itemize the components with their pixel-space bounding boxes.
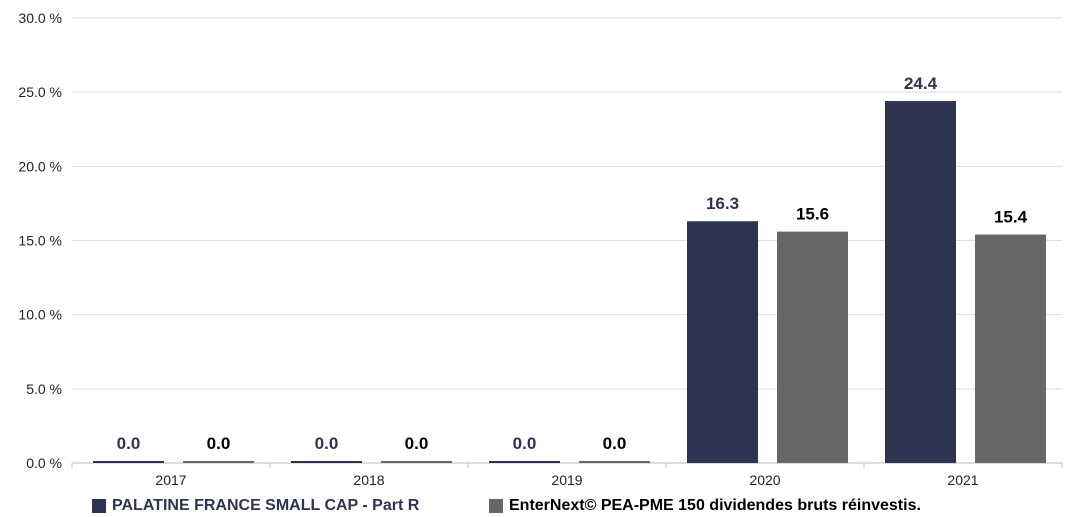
legend-label-enternext: EnterNext© PEA-PME 150 dividendes bruts … — [509, 497, 921, 514]
y-tick-label: 5.0 % — [26, 381, 62, 397]
legend: PALATINE FRANCE SMALL CAP - Part R Enter… — [0, 497, 1066, 517]
data-label: 0.0 — [117, 434, 141, 453]
x-tick-label: 2019 — [551, 472, 582, 488]
x-tick-label: 2021 — [947, 472, 978, 488]
legend-swatch-enternext — [489, 499, 503, 513]
y-tick-label: 30.0 % — [18, 10, 62, 26]
y-tick-label: 15.0 % — [18, 233, 62, 249]
data-label: 0.0 — [405, 434, 429, 453]
data-label: 24.4 — [904, 74, 938, 93]
y-tick-label: 10.0 % — [18, 307, 62, 323]
bar — [489, 461, 560, 463]
data-label: 15.6 — [796, 205, 829, 224]
bar — [381, 461, 452, 463]
bar — [291, 461, 362, 463]
bar — [183, 461, 254, 463]
data-label: 0.0 — [513, 434, 537, 453]
data-label: 0.0 — [315, 434, 339, 453]
legend-item-enternext: EnterNext© PEA-PME 150 dividendes bruts … — [489, 497, 921, 515]
bar — [687, 221, 758, 463]
y-tick-label: 25.0 % — [18, 84, 62, 100]
data-label: 0.0 — [603, 434, 627, 453]
bar — [975, 234, 1046, 463]
y-tick-label: 20.0 % — [18, 158, 62, 174]
legend-swatch-palatine — [92, 499, 106, 513]
bar — [885, 101, 956, 464]
bar — [93, 461, 164, 463]
data-label: 0.0 — [207, 434, 231, 453]
data-label: 16.3 — [706, 194, 739, 213]
bar-chart-svg: 0.0 % 5.0 % 10.0 % 15.0 % 20.0 % 25.0 % 30.0 %… — [18, 10, 1063, 488]
x-tick-label: 2018 — [353, 472, 384, 488]
x-tick-label: 2017 — [155, 472, 186, 488]
legend-label-palatine: PALATINE FRANCE SMALL CAP - Part R — [112, 497, 420, 514]
bar — [579, 461, 650, 463]
data-label: 15.4 — [994, 208, 1028, 227]
bar — [777, 231, 848, 463]
y-tick-label: 0.0 % — [26, 455, 62, 471]
x-tick-label: 2020 — [749, 472, 780, 488]
legend-item-palatine: PALATINE FRANCE SMALL CAP - Part R — [92, 497, 419, 515]
